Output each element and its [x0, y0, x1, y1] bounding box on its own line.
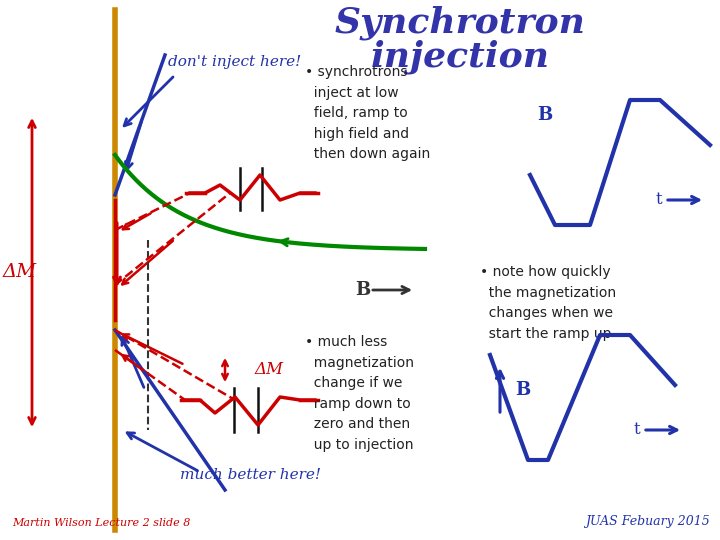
- Text: • note how quickly
  the magnetization
  changes when we
  start the ramp up: • note how quickly the magnetization cha…: [480, 265, 616, 341]
- Text: • synchrotrons
  inject at low
  field, ramp to
  high field and
  then down aga: • synchrotrons inject at low field, ramp…: [305, 65, 431, 161]
- Text: much better here!: much better here!: [179, 468, 320, 482]
- Text: B: B: [515, 381, 530, 399]
- Text: t: t: [634, 422, 640, 438]
- Text: B: B: [537, 106, 553, 124]
- Text: • much less
  magnetization
  change if we
  ramp down to
  zero and then
  up t: • much less magnetization change if we r…: [305, 335, 414, 452]
- Text: Martin Wilson Lecture 2 slide 8: Martin Wilson Lecture 2 slide 8: [12, 518, 190, 528]
- Text: t: t: [655, 192, 662, 208]
- Text: ΔM: ΔM: [255, 361, 284, 379]
- Text: injection: injection: [371, 40, 549, 75]
- Text: Synchrotron: Synchrotron: [335, 5, 585, 39]
- Text: JUAS Febuary 2015: JUAS Febuary 2015: [585, 515, 710, 528]
- Text: don't inject here!: don't inject here!: [168, 55, 302, 69]
- Text: ΔM: ΔM: [3, 263, 37, 281]
- Text: B: B: [355, 281, 370, 299]
